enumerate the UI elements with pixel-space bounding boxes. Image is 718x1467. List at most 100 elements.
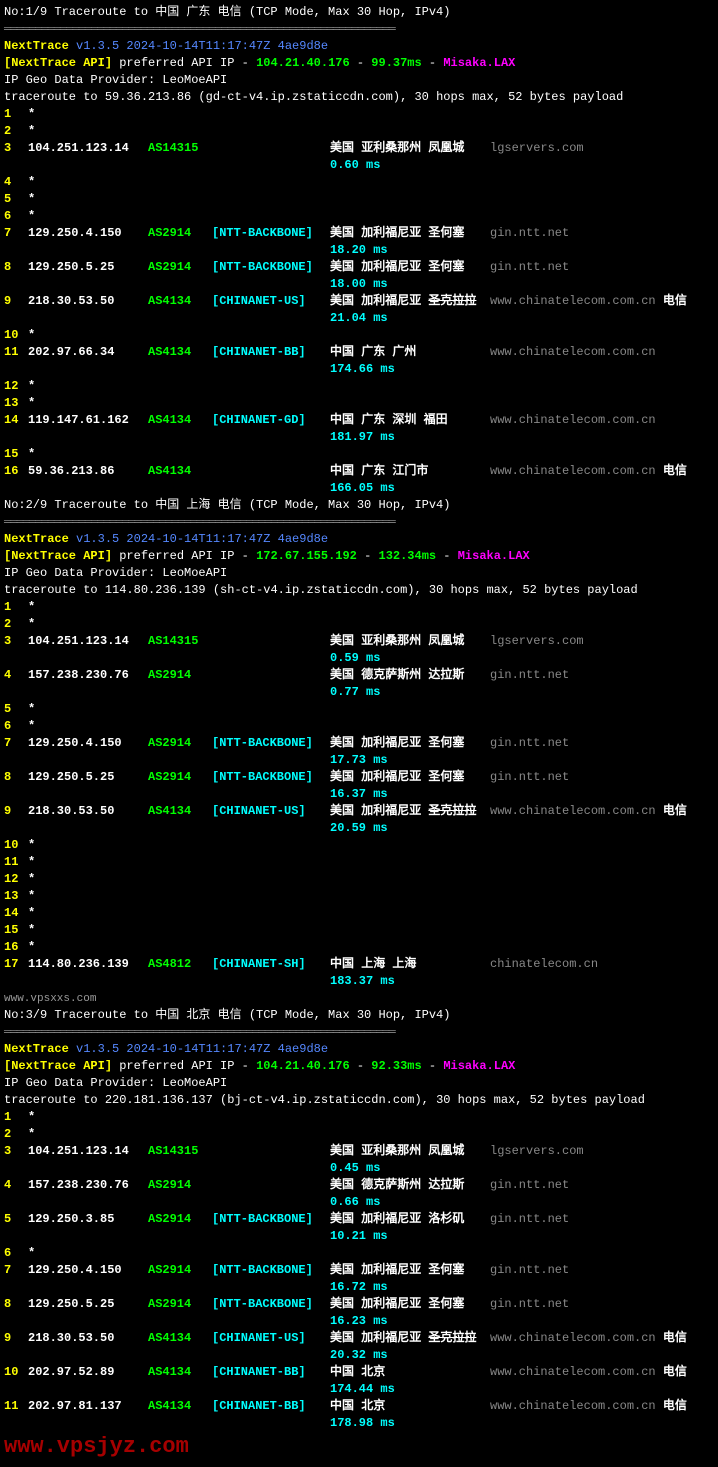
api-line: [NextTrace API] preferred API IP - 104.2…	[4, 55, 714, 72]
hop-netname: [NTT-BACKBONE]	[212, 769, 330, 786]
hop-asn: AS2914	[148, 1296, 212, 1313]
hop-number: 1	[4, 106, 28, 123]
hop-row: 13*	[4, 395, 714, 412]
hop-asn: AS14315	[148, 1143, 212, 1160]
hop-number: 5	[4, 701, 28, 718]
hop-ip: 218.30.53.50	[28, 1330, 148, 1347]
terminal-output: No:1/9 Traceroute to 中国 广东 电信 (TCP Mode,…	[4, 4, 714, 1463]
watermark-gray: www.vpsxxs.com	[4, 993, 96, 1005]
hop-row: 5*	[4, 701, 714, 718]
hop-ip: 218.30.53.50	[28, 803, 148, 820]
hop-row: 16*	[4, 939, 714, 956]
hop-number: 4	[4, 1177, 28, 1194]
hop-location: 中国 广东 江门市	[330, 464, 428, 478]
hop-netname: [CHINANET-GD]	[212, 412, 330, 429]
hop-location-cell: 美国 加利福尼亚 洛杉矶	[330, 1211, 490, 1228]
hop-location-cell: 中国 北京	[330, 1398, 490, 1415]
hop-number: 9	[4, 803, 28, 820]
hop-number: 8	[4, 259, 28, 276]
hop-timeout: *	[28, 1110, 35, 1124]
hop-location: 美国 加利福尼亚	[330, 804, 428, 818]
hop-location-strike: 圣克拉拉	[428, 294, 476, 308]
hop-number: 10	[4, 837, 28, 854]
hop-location: 美国 加利福尼亚	[330, 1331, 428, 1345]
hop-netname: [CHINANET-SH]	[212, 956, 330, 973]
hop-ip: 157.238.230.76	[28, 1177, 148, 1194]
hop-timeout: *	[28, 838, 35, 852]
hop-netname: [CHINANET-BB]	[212, 1364, 330, 1381]
hop-location-cell: 中国 广东 深圳 福田	[330, 412, 490, 429]
hop-netname: [CHINANET-BB]	[212, 344, 330, 361]
hop-row: 1*	[4, 599, 714, 616]
hop-host: gin.ntt.net	[490, 736, 569, 750]
hop-row: 2*	[4, 616, 714, 633]
hop-number: 8	[4, 769, 28, 786]
hop-timeout: *	[28, 1127, 35, 1141]
hop-netname: [CHINANET-US]	[212, 293, 330, 310]
hop-rtt: 20.32 ms	[330, 1348, 388, 1362]
api-label: [NextTrace API]	[4, 1059, 112, 1073]
hop-rtt: 166.05 ms	[330, 481, 395, 495]
hop-host: www.chinatelecom.com.cn	[490, 1399, 656, 1413]
hop-row: 6*	[4, 718, 714, 735]
hop-ip: 104.251.123.14	[28, 1143, 148, 1160]
hop-number: 2	[4, 616, 28, 633]
hop-rtt: 20.59 ms	[330, 821, 388, 835]
app-version-line: NextTrace v1.3.5 2024-10-14T11:17:47Z 4a…	[4, 531, 714, 548]
hop-rtt: 0.66 ms	[330, 1195, 380, 1209]
hop-timeout: *	[28, 872, 35, 886]
hop-location-cell: 美国 亚利桑那州 凤凰城	[330, 1143, 490, 1160]
hop-row: 7129.250.4.150AS2914[NTT-BACKBONE]美国 加利福…	[4, 225, 714, 242]
hop-netname: [NTT-BACKBONE]	[212, 735, 330, 752]
hop-row: 1*	[4, 106, 714, 123]
hop-number: 12	[4, 378, 28, 395]
hop-rtt: 16.72 ms	[330, 1280, 388, 1294]
hop-host: gin.ntt.net	[490, 1297, 569, 1311]
hop-row: 7129.250.4.150AS2914[NTT-BACKBONE]美国 加利福…	[4, 1262, 714, 1279]
api-text: preferred API IP -	[112, 1059, 256, 1073]
hop-rtt-row: 18.20 ms	[4, 242, 714, 259]
hop-asn: AS4134	[148, 293, 212, 310]
hop-row: 10*	[4, 837, 714, 854]
hop-number: 16	[4, 463, 28, 480]
hop-location: 美国 德克萨斯州 达拉斯	[330, 668, 464, 682]
hop-host: gin.ntt.net	[490, 668, 569, 682]
hop-timeout: *	[28, 175, 35, 189]
hop-row: 13*	[4, 888, 714, 905]
sep: -	[422, 56, 444, 70]
hop-location-strike: 圣克拉拉	[428, 1331, 476, 1345]
hop-rtt: 16.23 ms	[330, 1314, 388, 1328]
hop-row: 3104.251.123.14AS14315美国 亚利桑那州 凤凰城lgserv…	[4, 140, 714, 157]
hop-location: 美国 加利福尼亚 洛杉矶	[330, 1212, 464, 1226]
hop-rtt: 21.04 ms	[330, 311, 388, 325]
hop-rtt: 174.44 ms	[330, 1382, 395, 1396]
api-label: [NextTrace API]	[4, 549, 112, 563]
hop-isp: 电信	[663, 1399, 687, 1413]
hop-location: 美国 加利福尼亚 圣何塞	[330, 226, 464, 240]
hop-timeout: *	[28, 192, 35, 206]
hop-location: 美国 亚利桑那州 凤凰城	[330, 634, 464, 648]
hop-ip: 129.250.4.150	[28, 1262, 148, 1279]
hop-netname: [NTT-BACKBONE]	[212, 1262, 330, 1279]
geo-provider: IP Geo Data Provider: LeoMoeAPI	[4, 565, 714, 582]
hop-number: 1	[4, 599, 28, 616]
hop-ip: 59.36.213.86	[28, 463, 148, 480]
hop-rtt: 0.59 ms	[330, 651, 380, 665]
hop-location-cell: 美国 加利福尼亚 圣何塞	[330, 259, 490, 276]
watermark-line: www.vpsxxs.com	[4, 990, 714, 1007]
hop-number: 8	[4, 1296, 28, 1313]
hop-location: 中国 广东 广州	[330, 345, 416, 359]
hop-host: www.chinatelecom.com.cn	[490, 1331, 656, 1345]
api-rtt: 99.37ms	[371, 56, 421, 70]
hop-timeout: *	[28, 396, 35, 410]
hop-location: 美国 加利福尼亚 圣何塞	[330, 260, 464, 274]
hop-ip: 104.251.123.14	[28, 633, 148, 650]
hop-asn: AS14315	[148, 140, 212, 157]
trace-header: No:3/9 Traceroute to 中国 北京 电信 (TCP Mode,…	[4, 1007, 714, 1024]
hop-isp: 电信	[663, 804, 687, 818]
hop-number: 14	[4, 412, 28, 429]
hop-number: 11	[4, 344, 28, 361]
hop-location: 美国 亚利桑那州 凤凰城	[330, 141, 464, 155]
hop-row: 8129.250.5.25AS2914[NTT-BACKBONE]美国 加利福尼…	[4, 769, 714, 786]
traceroute-cmd: traceroute to 59.36.213.86 (gd-ct-v4.ip.…	[4, 89, 714, 106]
